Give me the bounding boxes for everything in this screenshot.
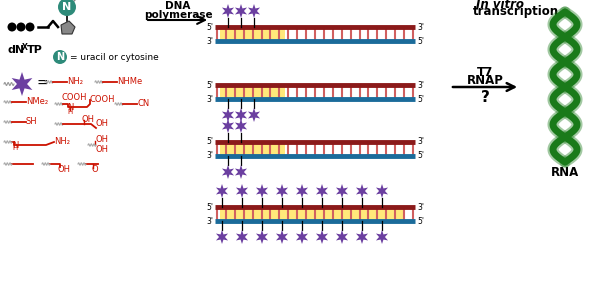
Text: H: H <box>12 146 17 151</box>
Text: 3': 3' <box>206 217 213 226</box>
Bar <box>220 142 285 156</box>
Text: OH: OH <box>96 120 109 129</box>
Text: In vitro: In vitro <box>476 0 524 10</box>
Text: NH₂: NH₂ <box>67 78 83 87</box>
Bar <box>220 207 405 221</box>
Text: 5': 5' <box>206 80 213 89</box>
Text: RNA: RNA <box>551 166 579 179</box>
Text: DNA: DNA <box>166 1 191 11</box>
Text: NH₂: NH₂ <box>54 138 70 147</box>
Polygon shape <box>376 184 388 198</box>
Text: OH: OH <box>95 144 108 153</box>
Polygon shape <box>235 165 247 179</box>
Polygon shape <box>256 184 268 198</box>
Text: N: N <box>12 140 19 149</box>
Text: CN: CN <box>137 100 149 109</box>
Circle shape <box>7 23 17 32</box>
Text: N: N <box>62 2 71 12</box>
Polygon shape <box>356 184 368 198</box>
Polygon shape <box>222 119 234 133</box>
Text: 5': 5' <box>206 138 213 147</box>
Polygon shape <box>222 4 234 18</box>
Polygon shape <box>316 230 328 244</box>
Text: RNAP: RNAP <box>467 74 503 87</box>
Polygon shape <box>256 230 268 244</box>
Polygon shape <box>61 21 75 34</box>
Text: 5': 5' <box>206 23 213 32</box>
Text: SH: SH <box>26 118 38 127</box>
Text: 3': 3' <box>206 94 213 103</box>
Text: ?: ? <box>481 89 490 105</box>
Text: N: N <box>56 52 64 62</box>
Polygon shape <box>222 165 234 179</box>
Text: =: = <box>36 77 47 91</box>
Polygon shape <box>235 108 247 122</box>
Text: 3': 3' <box>417 138 424 147</box>
Polygon shape <box>296 184 308 198</box>
Text: 3': 3' <box>417 23 424 32</box>
Text: NMe₂: NMe₂ <box>26 98 48 107</box>
Polygon shape <box>235 119 247 133</box>
Polygon shape <box>376 230 388 244</box>
Text: O: O <box>91 166 98 175</box>
Polygon shape <box>248 108 260 122</box>
Bar <box>220 85 285 99</box>
Text: 3': 3' <box>417 202 424 212</box>
Text: 5': 5' <box>417 94 424 103</box>
Polygon shape <box>236 230 248 244</box>
Polygon shape <box>336 230 348 244</box>
Text: 3': 3' <box>206 151 213 160</box>
Circle shape <box>58 0 76 16</box>
Polygon shape <box>336 184 348 198</box>
Text: dN: dN <box>8 45 25 55</box>
Text: 5': 5' <box>206 202 213 212</box>
Text: COOH: COOH <box>62 92 88 102</box>
Polygon shape <box>248 4 260 18</box>
Text: = uracil or cytosine: = uracil or cytosine <box>70 52 159 61</box>
Text: 5': 5' <box>417 151 424 160</box>
Polygon shape <box>235 4 247 18</box>
Circle shape <box>17 23 25 32</box>
Text: transcription: transcription <box>473 6 559 19</box>
Text: OH: OH <box>58 164 71 173</box>
Text: N: N <box>67 103 73 113</box>
Circle shape <box>25 23 35 32</box>
Text: X: X <box>22 43 28 52</box>
Text: OH: OH <box>82 114 95 124</box>
Text: 3': 3' <box>417 80 424 89</box>
Text: 5': 5' <box>417 36 424 45</box>
Text: TP: TP <box>27 45 43 55</box>
Text: polymerase: polymerase <box>143 10 212 20</box>
Text: 3': 3' <box>206 36 213 45</box>
Polygon shape <box>316 184 328 198</box>
Polygon shape <box>356 230 368 244</box>
Text: NHMe: NHMe <box>117 78 142 87</box>
Polygon shape <box>216 230 228 244</box>
Text: 5': 5' <box>417 217 424 226</box>
Polygon shape <box>222 108 234 122</box>
Polygon shape <box>276 184 288 198</box>
Text: T7: T7 <box>477 65 493 78</box>
Polygon shape <box>276 230 288 244</box>
Text: H: H <box>67 109 73 115</box>
Polygon shape <box>296 230 308 244</box>
Bar <box>220 27 285 41</box>
Circle shape <box>53 50 67 64</box>
Polygon shape <box>236 184 248 198</box>
Polygon shape <box>11 72 32 96</box>
Polygon shape <box>216 184 228 198</box>
Text: OH: OH <box>95 135 108 144</box>
Text: COOH: COOH <box>90 96 115 105</box>
